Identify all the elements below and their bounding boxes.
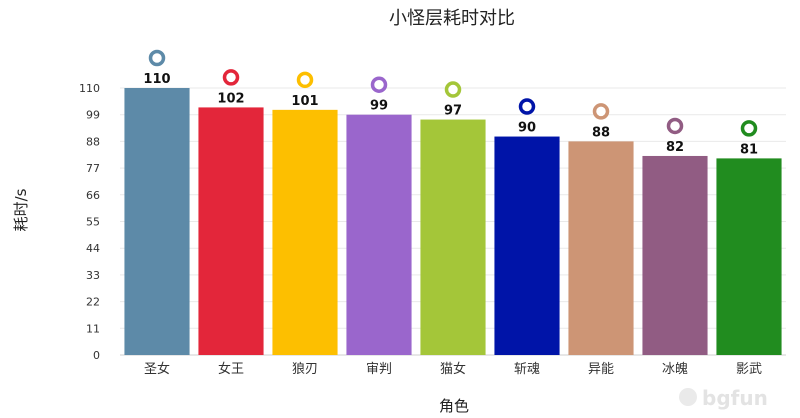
y-axis-ticks: 0 11 22 33 44 55 66 77 88 99 110 — [79, 82, 100, 362]
x-tick-label: 狼刃 — [292, 362, 318, 377]
x-tick-label: 女王 — [218, 361, 244, 377]
bar — [568, 141, 634, 355]
ring-marker — [222, 69, 240, 86]
data-label: 99 — [370, 99, 388, 114]
bar — [272, 109, 338, 355]
y-tick-label: 110 — [79, 82, 100, 95]
data-label: 88 — [592, 125, 610, 140]
x-tick-label: 异能 — [588, 362, 614, 377]
y-tick-label: 55 — [86, 216, 100, 229]
data-label: 101 — [291, 94, 318, 109]
data-label: 102 — [217, 91, 244, 106]
x-tick-label: 斩魂 — [514, 361, 540, 377]
bar — [346, 114, 412, 355]
bar — [124, 88, 190, 355]
x-tick-label: 圣女 — [144, 361, 170, 377]
watermark-logo-icon — [679, 388, 697, 406]
x-axis-ticks: 圣女 女王 狼刃 审判 猫女 斩魂 异能 冰魄 影武 — [144, 361, 762, 377]
y-axis-title: 耗时/s — [12, 188, 30, 231]
ring-marker — [370, 76, 388, 93]
data-label: 82 — [666, 140, 684, 155]
x-tick-label: 影武 — [736, 362, 762, 377]
watermark: bgfun — [679, 386, 768, 410]
data-label: 97 — [444, 104, 462, 119]
x-tick-label: 猫女 — [440, 361, 466, 377]
y-tick-label: 0 — [93, 349, 100, 362]
bar — [716, 158, 782, 355]
bars — [124, 88, 782, 356]
ring-marker — [296, 71, 314, 89]
x-tick-label: 审判 — [366, 362, 392, 377]
ring-marker — [518, 98, 536, 115]
ring-marker — [148, 49, 166, 67]
y-tick-label: 11 — [86, 322, 100, 335]
data-label: 81 — [740, 142, 758, 157]
ring-markers — [148, 49, 758, 137]
bar — [420, 119, 486, 356]
ring-marker — [666, 117, 684, 135]
y-tick-label: 44 — [86, 242, 100, 255]
y-tick-label: 33 — [86, 269, 100, 282]
chart-title: 小怪层耗时对比 — [389, 8, 515, 29]
data-label: 110 — [143, 72, 170, 87]
bar — [494, 136, 560, 355]
y-tick-label: 99 — [86, 109, 100, 122]
data-label: 90 — [518, 121, 536, 136]
ring-marker — [444, 81, 462, 98]
ring-marker — [740, 120, 758, 137]
watermark-text: bgfun — [702, 386, 768, 410]
ring-marker — [592, 103, 610, 120]
y-tick-label: 66 — [86, 189, 100, 202]
value-labels: 110 102 101 99 97 90 88 82 81 — [143, 72, 758, 157]
y-tick-label: 88 — [86, 135, 100, 148]
y-tick-label: 22 — [86, 296, 100, 309]
x-tick-label: 冰魄 — [662, 361, 688, 377]
bar — [642, 155, 708, 355]
x-axis-title: 角色 — [439, 397, 469, 415]
bar — [198, 107, 264, 355]
y-tick-label: 77 — [86, 162, 100, 175]
